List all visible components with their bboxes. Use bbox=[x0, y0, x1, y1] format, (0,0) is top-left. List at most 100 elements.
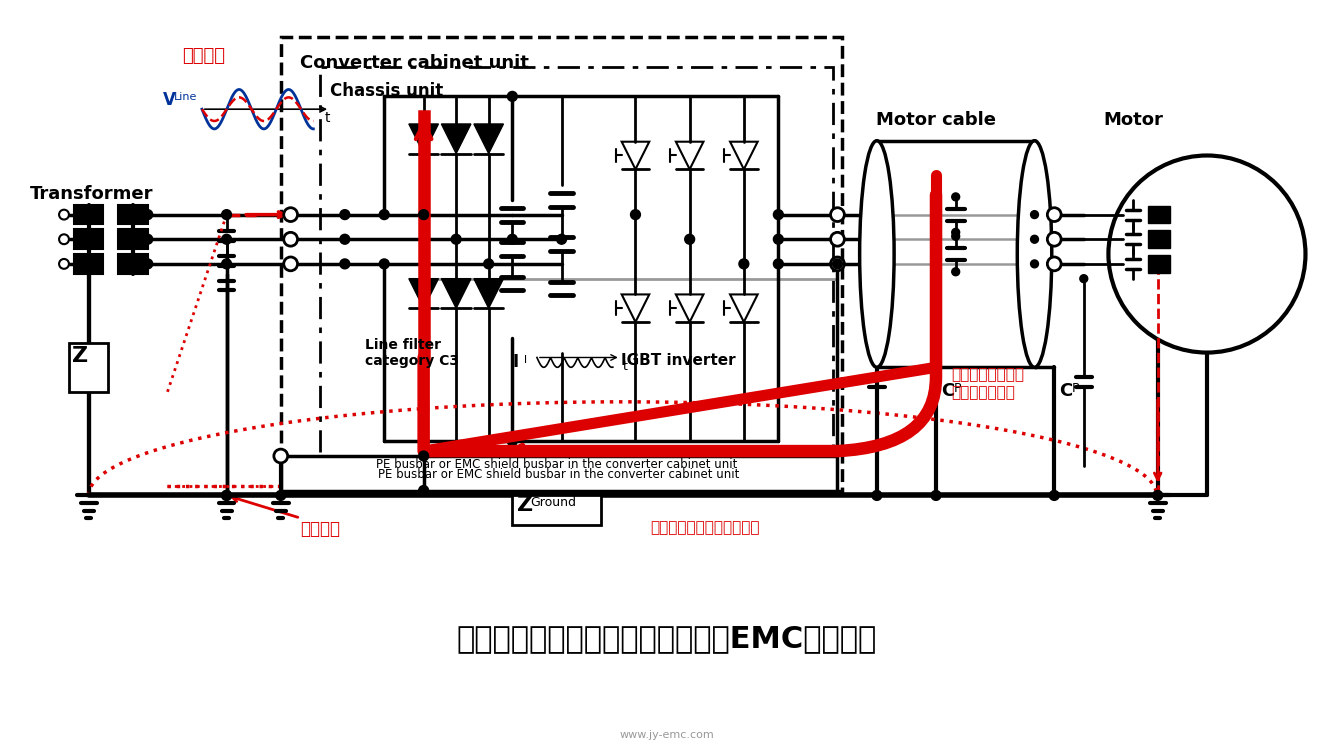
Polygon shape bbox=[676, 141, 704, 170]
Circle shape bbox=[276, 490, 286, 501]
Circle shape bbox=[830, 257, 844, 271]
Bar bbox=[1148, 231, 1169, 248]
Circle shape bbox=[284, 257, 298, 271]
Text: Line: Line bbox=[175, 92, 198, 103]
Circle shape bbox=[284, 208, 298, 222]
Circle shape bbox=[740, 259, 749, 269]
Bar bbox=[119, 229, 148, 249]
Text: PE busbar or EMC shield busbar in the converter cabinet unit: PE busbar or EMC shield busbar in the co… bbox=[378, 468, 740, 481]
Text: Line filter
category C3: Line filter category C3 bbox=[364, 338, 458, 368]
Bar bbox=[320, 67, 833, 456]
Circle shape bbox=[143, 234, 152, 244]
Polygon shape bbox=[622, 141, 649, 170]
Bar bbox=[1148, 206, 1169, 223]
Circle shape bbox=[451, 234, 461, 244]
Polygon shape bbox=[730, 141, 758, 170]
Text: 干扰小了: 干扰小了 bbox=[183, 47, 226, 65]
Circle shape bbox=[1048, 208, 1061, 222]
Bar bbox=[513, 496, 601, 525]
Text: 相同距离屏蔽电缆
泄漏电流加大。: 相同距离屏蔽电缆 泄漏电流加大。 bbox=[951, 368, 1024, 400]
Circle shape bbox=[340, 259, 350, 269]
Circle shape bbox=[143, 210, 152, 219]
Text: www.jy-emc.com: www.jy-emc.com bbox=[619, 730, 714, 740]
Circle shape bbox=[952, 228, 960, 237]
Bar bbox=[73, 205, 103, 225]
Circle shape bbox=[419, 210, 429, 219]
Circle shape bbox=[419, 451, 429, 461]
Bar bbox=[280, 37, 842, 490]
Circle shape bbox=[507, 436, 517, 446]
Circle shape bbox=[830, 208, 844, 222]
Circle shape bbox=[952, 193, 960, 201]
Ellipse shape bbox=[1017, 141, 1052, 368]
Polygon shape bbox=[730, 295, 758, 322]
Circle shape bbox=[1031, 235, 1039, 243]
Bar bbox=[877, 141, 1035, 368]
Text: Motor cable: Motor cable bbox=[876, 111, 996, 129]
Circle shape bbox=[557, 234, 566, 244]
Bar bbox=[73, 229, 103, 249]
Text: IGBT inverter: IGBT inverter bbox=[621, 353, 736, 368]
Circle shape bbox=[1108, 155, 1306, 353]
Circle shape bbox=[952, 268, 960, 276]
Circle shape bbox=[1031, 211, 1039, 219]
Circle shape bbox=[952, 232, 960, 240]
Circle shape bbox=[1049, 490, 1059, 501]
Bar bbox=[119, 205, 148, 225]
Text: 使用屏蔽电缆和线路滤波器的符合EMC变频系统: 使用屏蔽电缆和线路滤波器的符合EMC变频系统 bbox=[457, 624, 877, 653]
Circle shape bbox=[507, 234, 517, 244]
Circle shape bbox=[1031, 260, 1039, 268]
Circle shape bbox=[340, 234, 350, 244]
Polygon shape bbox=[474, 124, 503, 153]
Circle shape bbox=[1048, 257, 1061, 271]
Circle shape bbox=[419, 486, 429, 496]
Text: P: P bbox=[1072, 382, 1080, 395]
Circle shape bbox=[222, 490, 231, 501]
Circle shape bbox=[1152, 490, 1163, 501]
Text: 通过接地的泄漏电流小了。: 通过接地的泄漏电流小了。 bbox=[650, 520, 760, 535]
Circle shape bbox=[1048, 232, 1061, 246]
Bar bbox=[1148, 255, 1169, 273]
Circle shape bbox=[379, 210, 388, 219]
Bar bbox=[280, 456, 837, 490]
Text: PE busbar or EMC shield busbar in the converter cabinet unit: PE busbar or EMC shield busbar in the co… bbox=[376, 458, 737, 471]
Polygon shape bbox=[676, 295, 704, 322]
Text: l: l bbox=[525, 355, 527, 365]
Text: Z: Z bbox=[72, 346, 88, 365]
Circle shape bbox=[872, 490, 882, 501]
Circle shape bbox=[630, 210, 641, 219]
Text: t: t bbox=[326, 111, 331, 125]
Circle shape bbox=[773, 234, 784, 244]
Circle shape bbox=[773, 210, 784, 219]
Circle shape bbox=[833, 259, 842, 269]
Circle shape bbox=[222, 210, 231, 219]
Polygon shape bbox=[622, 295, 649, 322]
Text: P: P bbox=[953, 382, 961, 395]
Polygon shape bbox=[442, 124, 471, 153]
Circle shape bbox=[685, 234, 694, 244]
Circle shape bbox=[59, 234, 69, 244]
Bar bbox=[119, 254, 148, 274]
Circle shape bbox=[59, 210, 69, 219]
Text: C: C bbox=[1059, 382, 1072, 400]
Text: Chassis unit: Chassis unit bbox=[330, 82, 443, 100]
Circle shape bbox=[59, 259, 69, 269]
Circle shape bbox=[284, 232, 298, 246]
Circle shape bbox=[483, 259, 494, 269]
Bar bbox=[73, 254, 103, 274]
Circle shape bbox=[1080, 275, 1088, 283]
Circle shape bbox=[143, 259, 152, 269]
Circle shape bbox=[222, 490, 231, 501]
Text: Converter cabinet unit: Converter cabinet unit bbox=[300, 54, 530, 72]
Text: C: C bbox=[941, 382, 955, 400]
Circle shape bbox=[274, 449, 287, 463]
Text: Transformer: Transformer bbox=[29, 185, 154, 203]
Text: Motor: Motor bbox=[1103, 111, 1163, 129]
Circle shape bbox=[930, 490, 941, 501]
Circle shape bbox=[379, 259, 388, 269]
Bar bbox=[69, 343, 108, 392]
Circle shape bbox=[340, 210, 350, 219]
Text: 一点接地: 一点接地 bbox=[300, 520, 340, 538]
Circle shape bbox=[222, 234, 231, 244]
Circle shape bbox=[830, 232, 844, 246]
